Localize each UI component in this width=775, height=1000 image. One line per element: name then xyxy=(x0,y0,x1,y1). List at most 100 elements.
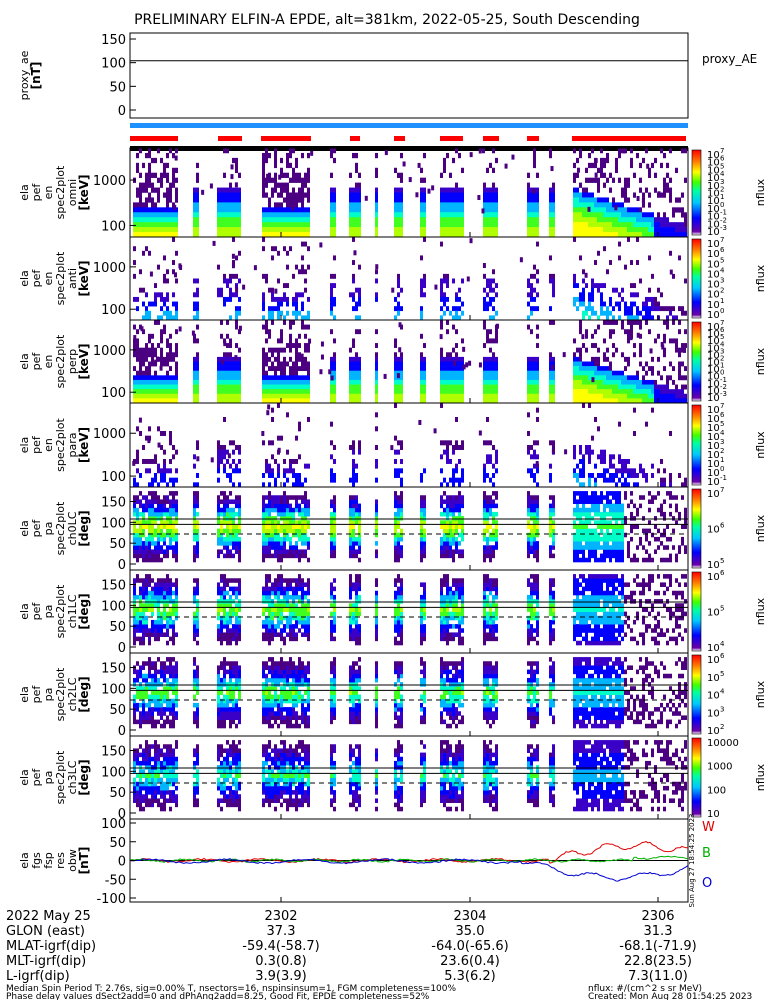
colorbar-tick-exponent: 2 xyxy=(720,186,724,194)
spectrogram-cell xyxy=(229,197,232,203)
spectrogram-cell xyxy=(648,202,651,208)
pitch-angle-cell xyxy=(669,503,672,509)
spectrogram-cell xyxy=(196,172,199,178)
spectrogram-cell xyxy=(172,379,175,385)
spectrogram-cell xyxy=(669,306,672,312)
spectrogram-cell xyxy=(307,197,310,203)
spectrogram-cell xyxy=(440,379,443,385)
spectrogram-cell xyxy=(394,356,397,362)
spectrogram-cell xyxy=(495,283,498,289)
spectrogram-cell xyxy=(675,197,678,203)
spectrogram-cell xyxy=(301,255,304,261)
spectrogram-cell xyxy=(151,207,154,213)
spectrogram-cell xyxy=(455,296,458,302)
spectrogram-cell xyxy=(684,477,687,483)
spectrogram-cell xyxy=(455,343,458,348)
spectrogram-cell xyxy=(157,207,160,213)
spectrogram-cell xyxy=(304,182,307,188)
spectrogram-cell xyxy=(220,389,223,395)
pitch-angle-cell xyxy=(455,536,458,542)
spectrogram-cell xyxy=(612,398,615,404)
spectrogram-cell xyxy=(533,192,536,198)
spectrogram-cell xyxy=(669,187,672,193)
pitch-angle-cell xyxy=(423,520,426,525)
spectrogram-cell xyxy=(420,227,423,233)
spectrogram-cell xyxy=(624,222,627,228)
pitch-angle-cell xyxy=(423,507,426,513)
pitch-angle-cell xyxy=(600,511,603,517)
pitch-angle-cell xyxy=(172,545,175,550)
spectrogram-cell xyxy=(163,477,166,483)
spectrogram-cell xyxy=(262,167,265,174)
spectrogram-cell xyxy=(576,157,579,164)
spectrogram-cell xyxy=(375,366,378,372)
pitch-angle-cell xyxy=(220,541,223,546)
pitch-angle-cell xyxy=(452,549,455,554)
pitch-angle-cell xyxy=(148,491,151,496)
pitch-angle-cell xyxy=(618,528,621,534)
spectrogram-cell xyxy=(591,473,594,478)
spectrogram-cell xyxy=(169,440,172,446)
spectrogram-cell xyxy=(223,202,226,208)
spectrogram-cell xyxy=(196,310,199,316)
spectrogram-cell xyxy=(591,384,594,390)
pitch-angle-cell xyxy=(576,516,579,521)
pitch-angle-cell xyxy=(458,541,461,546)
spectrogram-cell xyxy=(196,440,199,446)
pitch-angle-cell xyxy=(423,545,426,550)
pitch-angle-cell xyxy=(588,536,591,542)
spectrogram-cell xyxy=(235,283,238,289)
spectrogram-cell xyxy=(160,468,163,474)
pitch-angle-cell xyxy=(238,499,241,504)
spectrogram-cell xyxy=(486,356,489,362)
pitch-angle-cell xyxy=(151,557,154,563)
spectrogram-cell xyxy=(154,217,157,223)
colorbar-tick-label: 10 -3 xyxy=(707,224,727,238)
spectrogram-cell xyxy=(193,482,196,488)
spectrogram-cell xyxy=(235,187,238,193)
spectrogram-cell xyxy=(495,361,498,367)
spectrogram-cell xyxy=(527,412,530,418)
spectrogram-cell xyxy=(157,398,160,404)
pitch-angle-cell xyxy=(618,545,621,550)
spectrogram-cell xyxy=(292,375,295,381)
spectrogram-cell xyxy=(169,356,172,362)
spectrogram-cell xyxy=(597,426,600,432)
pitch-angle-cell xyxy=(461,520,464,525)
spectrogram-cell xyxy=(280,329,283,335)
pitch-angle-cell xyxy=(136,520,139,525)
spectrogram-cell xyxy=(235,375,238,381)
spectrogram-cell xyxy=(549,393,552,399)
pitch-angle-cell xyxy=(600,545,603,550)
pitch-angle-cell xyxy=(172,536,175,542)
spectrogram-cell xyxy=(492,352,495,358)
pitch-angle-cell xyxy=(265,549,268,554)
pitch-angle-cell xyxy=(576,524,579,529)
pitch-angle-cell xyxy=(375,549,378,554)
pitch-angle-cell xyxy=(420,511,423,517)
spectrogram-cell xyxy=(633,192,636,198)
pitch-angle-cell xyxy=(423,528,426,534)
spectrogram-cell xyxy=(600,227,603,233)
colorbar-tick-base: 10 xyxy=(707,196,720,207)
spectrogram-cell xyxy=(636,370,639,376)
spectrogram-cell xyxy=(639,347,642,353)
spectrogram-cell xyxy=(642,301,645,307)
pitch-angle-cell xyxy=(678,511,681,517)
pitch-angle-cell xyxy=(349,495,352,500)
spectrogram-cell xyxy=(166,217,169,223)
spectrogram-cell xyxy=(298,217,301,223)
spectrogram-cell xyxy=(271,361,274,367)
spectrogram-cell xyxy=(675,207,678,213)
spectrogram-cell xyxy=(633,315,636,321)
spectrogram-cell xyxy=(458,477,461,483)
spectrogram-cell xyxy=(196,278,199,284)
pitch-angle-cell xyxy=(301,528,304,534)
spectrogram-cell xyxy=(292,172,295,178)
pitch-angle-cell xyxy=(530,549,533,554)
spectrogram-cell xyxy=(238,366,241,372)
pitch-angle-cell xyxy=(232,516,235,521)
spectrogram-cell xyxy=(333,379,336,385)
pitch-angle-cell xyxy=(492,553,495,559)
